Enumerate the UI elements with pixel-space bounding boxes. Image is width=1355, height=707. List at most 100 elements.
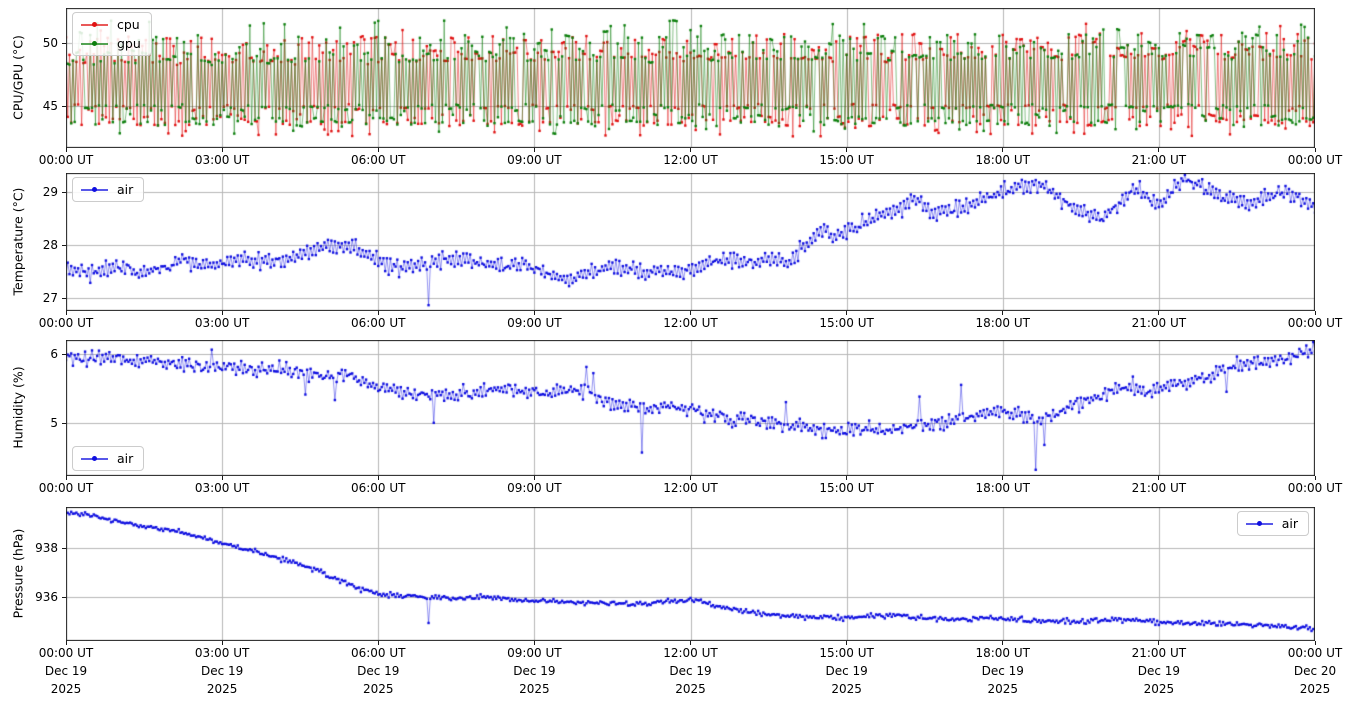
x-tick-label: 03:00 UT [194, 646, 250, 660]
y-tick-label: 6 [50, 346, 58, 361]
legend-marker-dot-icon [1256, 521, 1262, 526]
legend-label: air [117, 451, 134, 466]
x-tick-mark [65, 311, 67, 315]
x-tick-label: 06:00 UT [350, 646, 406, 660]
x-tick-mark [1158, 476, 1160, 480]
legend-label: cpu [117, 17, 140, 32]
y-tick-mark [62, 298, 66, 299]
x-tick-year-label: 2025 [362, 682, 394, 696]
y-tick-mark [62, 354, 66, 355]
x-tick-mark [377, 476, 379, 480]
x-tick-label: 15:00 UT [819, 646, 874, 660]
legend-air_pressure: air [1236, 511, 1309, 536]
x-tick-label: 12:00 UT [663, 481, 718, 495]
legend-marker-dot-icon [92, 187, 97, 192]
x-tick-mark [65, 148, 67, 152]
y-tick-mark [62, 192, 66, 193]
x-tick-label: 00:00 UT [1287, 646, 1343, 660]
x-tick-mark [1314, 311, 1316, 315]
x-tick-mark [846, 641, 848, 645]
x-tick-year-label: 2025 [519, 682, 550, 696]
x-tick-mark [1158, 148, 1160, 152]
y-tick-label: 28 [42, 237, 58, 252]
legend-label: air [1281, 516, 1298, 531]
x-tick-mark [1158, 311, 1160, 315]
legend-entry: air [81, 181, 133, 198]
plot-area-canvas-air_pressure [66, 507, 1315, 641]
x-tick-mark [65, 476, 67, 480]
x-tick-date-label: Dec 20 [1293, 664, 1337, 678]
x-tick-label: 09:00 UT [507, 646, 562, 660]
y-tick-label: 29 [42, 185, 58, 200]
x-tick-mark [377, 311, 379, 315]
y-tick-label: 936 [35, 590, 58, 605]
x-tick-label: 12:00 UT [663, 646, 718, 660]
x-tick-mark [1314, 148, 1316, 152]
x-tick-mark [690, 641, 691, 645]
x-tick-mark [221, 641, 223, 645]
x-tick-mark [1002, 641, 1004, 645]
x-tick-label: 18:00 UT [975, 481, 1030, 495]
x-tick-mark [533, 476, 535, 480]
x-tick-mark [1314, 476, 1316, 480]
legend-marker-dot-icon [92, 456, 97, 461]
y-tick-mark [62, 548, 66, 549]
x-tick-mark [377, 148, 379, 152]
x-tick-label: 21:00 UT [1131, 481, 1187, 495]
y-tick-label: 938 [35, 541, 58, 556]
x-tick-mark [221, 311, 223, 315]
y-tick-label: 27 [42, 290, 58, 305]
x-tick-label: 00:00 UT [38, 316, 94, 330]
y-tick-mark [62, 106, 66, 107]
x-tick-label: 18:00 UT [975, 153, 1030, 167]
y-tick-label: 5 [50, 415, 58, 430]
y-tick-mark [62, 423, 66, 424]
x-tick-mark [377, 641, 379, 645]
x-tick-year-label: 2025 [50, 682, 82, 696]
legend-line-sample [81, 39, 108, 48]
x-tick-label: 09:00 UT [507, 153, 562, 167]
x-tick-label: 12:00 UT [663, 316, 718, 330]
x-tick-label: 06:00 UT [350, 153, 406, 167]
x-tick-mark [846, 476, 848, 480]
plot-area-canvas-air_temperature [66, 173, 1315, 311]
x-tick-date-label: Dec 19 [669, 664, 712, 678]
x-tick-label: 21:00 UT [1131, 153, 1187, 167]
x-tick-label: 03:00 UT [194, 481, 250, 495]
y-tick-mark [62, 597, 66, 598]
x-tick-label: 21:00 UT [1131, 316, 1187, 330]
x-tick-mark [690, 476, 691, 480]
x-tick-mark [846, 148, 848, 152]
x-tick-date-label: Dec 19 [825, 664, 868, 678]
x-tick-mark [221, 476, 223, 480]
x-tick-label: 15:00 UT [819, 153, 874, 167]
x-tick-year-label: 2025 [675, 682, 706, 696]
x-tick-label: 12:00 UT [663, 153, 718, 167]
x-tick-mark [533, 311, 535, 315]
x-tick-mark [221, 148, 223, 152]
legend-label: air [117, 182, 134, 197]
legend-entry: air [81, 450, 133, 467]
legend-line-sample [1245, 519, 1273, 528]
x-tick-label: 00:00 UT [38, 153, 94, 167]
legend-air_humidity: air [72, 446, 145, 471]
x-tick-mark [846, 311, 848, 315]
legend-entry: air [1245, 515, 1298, 532]
y-tick-label: 50 [42, 36, 58, 51]
x-tick-label: 18:00 UT [975, 316, 1030, 330]
x-tick-label: 00:00 UT [1287, 153, 1343, 167]
x-tick-label: 03:00 UT [194, 153, 250, 167]
y-tick-mark [62, 43, 66, 44]
legend-line-sample [81, 185, 108, 194]
legend-line-sample [81, 20, 108, 29]
y-tick-mark [62, 245, 66, 246]
x-tick-label: 00:00 UT [1287, 481, 1343, 495]
x-tick-date-label: Dec 19 [1137, 664, 1181, 678]
x-tick-label: 06:00 UT [350, 316, 406, 330]
x-tick-mark [533, 641, 535, 645]
x-tick-date-label: Dec 19 [981, 664, 1024, 678]
